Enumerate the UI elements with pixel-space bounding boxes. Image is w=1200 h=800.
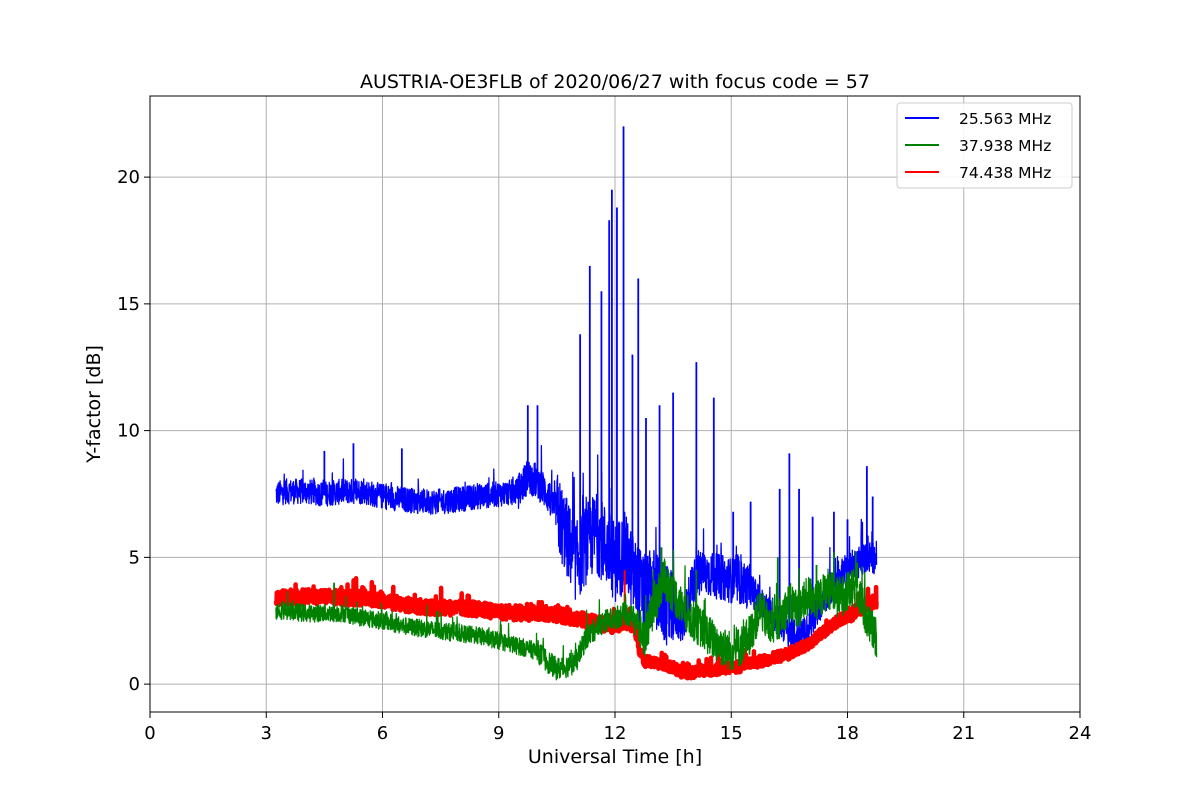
legend-label: 74.438 MHz — [959, 164, 1051, 182]
y-axis-label: Y-factor [dB] — [83, 345, 105, 464]
legend-label: 25.563 MHz — [959, 110, 1051, 128]
x-axis-label: Universal Time [h] — [528, 746, 702, 768]
x-tick-label: 6 — [377, 723, 388, 744]
y-tick-label: 0 — [129, 674, 140, 695]
y-tick-label: 5 — [129, 547, 140, 568]
x-tick-label: 18 — [836, 723, 859, 744]
x-tick-label: 24 — [1069, 723, 1092, 744]
x-tick-label: 9 — [493, 723, 504, 744]
series-line — [273, 576, 879, 681]
y-tick-label: 10 — [117, 421, 140, 442]
x-tick-label: 21 — [952, 723, 975, 744]
legend: 25.563 MHz 37.938 MHz 74.438 MHz — [896, 102, 1073, 189]
x-tick-label: 0 — [144, 723, 155, 744]
legend-box — [896, 102, 1073, 189]
y-tick-label: 20 — [117, 167, 140, 188]
x-tick-label: 3 — [261, 723, 272, 744]
series-line — [275, 549, 878, 681]
legend-label: 37.938 MHz — [959, 137, 1051, 155]
y-tick-label: 15 — [117, 294, 140, 315]
series-1 — [275, 126, 878, 654]
ticks: 0 3 6 9 12 15 18 21 24 0 5 10 15 20 — [117, 167, 1091, 744]
chart-title: AUSTRIA-OE3FLB of 2020/06/27 with focus … — [360, 71, 870, 93]
series-2 — [275, 547, 878, 681]
x-tick-label: 12 — [604, 723, 627, 744]
series-layer — [273, 126, 879, 681]
x-tick-label: 15 — [720, 723, 743, 744]
